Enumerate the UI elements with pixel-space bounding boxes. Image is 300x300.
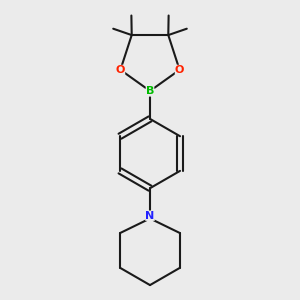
Text: B: B <box>146 86 154 96</box>
Text: O: O <box>116 65 125 75</box>
Text: O: O <box>175 65 184 75</box>
Text: N: N <box>146 211 154 221</box>
